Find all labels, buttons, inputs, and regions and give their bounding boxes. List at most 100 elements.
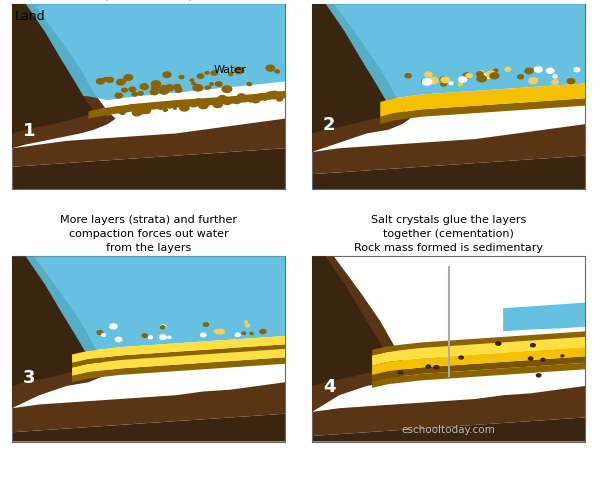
Circle shape (101, 334, 106, 336)
Circle shape (210, 101, 215, 105)
Circle shape (561, 355, 564, 357)
Circle shape (215, 83, 222, 87)
Circle shape (277, 97, 283, 102)
Polygon shape (12, 5, 94, 134)
Circle shape (173, 85, 181, 90)
Circle shape (154, 107, 157, 109)
Circle shape (494, 70, 498, 73)
Text: eschooltoday.com: eschooltoday.com (401, 424, 496, 433)
Circle shape (496, 342, 501, 346)
Circle shape (138, 110, 145, 115)
Circle shape (440, 78, 448, 83)
Circle shape (244, 98, 248, 101)
Circle shape (149, 106, 153, 108)
Text: Land: Land (15, 10, 46, 23)
Circle shape (110, 324, 117, 329)
Circle shape (197, 75, 204, 79)
Circle shape (97, 111, 100, 113)
Text: More layers (strata) and further
compaction forces out water
from the layers: More layers (strata) and further compact… (60, 214, 237, 252)
Circle shape (129, 88, 136, 93)
Circle shape (567, 80, 575, 84)
Text: 3: 3 (23, 368, 35, 386)
Circle shape (214, 330, 221, 334)
Polygon shape (372, 357, 585, 382)
Polygon shape (72, 358, 285, 383)
Circle shape (163, 73, 171, 78)
Circle shape (487, 72, 496, 78)
Polygon shape (312, 156, 585, 190)
Circle shape (205, 87, 209, 90)
Circle shape (525, 69, 533, 74)
Circle shape (422, 80, 432, 86)
Circle shape (235, 334, 240, 337)
Circle shape (505, 68, 511, 72)
Circle shape (160, 89, 169, 95)
Circle shape (529, 357, 533, 360)
Circle shape (552, 81, 558, 85)
Circle shape (142, 334, 148, 338)
Circle shape (476, 72, 483, 77)
Circle shape (574, 69, 580, 72)
Circle shape (529, 79, 538, 84)
Circle shape (484, 74, 491, 79)
Circle shape (266, 93, 274, 98)
Circle shape (463, 74, 470, 79)
Polygon shape (503, 303, 585, 332)
Circle shape (426, 365, 431, 368)
Circle shape (112, 108, 115, 110)
Circle shape (405, 74, 411, 79)
Circle shape (119, 111, 125, 115)
Circle shape (260, 330, 266, 334)
Circle shape (425, 73, 432, 78)
Circle shape (459, 356, 463, 359)
Polygon shape (312, 5, 410, 153)
Circle shape (91, 111, 97, 116)
Circle shape (547, 70, 552, 74)
Circle shape (245, 324, 250, 327)
Circle shape (165, 85, 174, 92)
Polygon shape (12, 383, 285, 432)
Circle shape (160, 335, 166, 340)
Circle shape (466, 74, 472, 79)
Circle shape (207, 87, 211, 89)
Circle shape (264, 99, 267, 101)
Polygon shape (312, 257, 394, 386)
Circle shape (160, 86, 167, 91)
Circle shape (266, 66, 275, 72)
Circle shape (458, 78, 467, 83)
Circle shape (103, 78, 108, 82)
Circle shape (213, 102, 222, 108)
Circle shape (160, 325, 166, 329)
Circle shape (252, 98, 260, 104)
Circle shape (106, 78, 113, 83)
Circle shape (441, 78, 449, 84)
Circle shape (244, 321, 247, 323)
Circle shape (429, 78, 438, 84)
Circle shape (129, 106, 135, 110)
Polygon shape (372, 337, 585, 366)
Circle shape (123, 80, 127, 82)
Text: 1: 1 (23, 121, 35, 140)
Circle shape (535, 68, 542, 73)
Polygon shape (12, 257, 110, 408)
Polygon shape (372, 363, 585, 388)
Polygon shape (12, 5, 116, 149)
Circle shape (238, 95, 245, 100)
Polygon shape (72, 336, 285, 363)
Circle shape (441, 83, 446, 87)
Circle shape (235, 68, 244, 74)
Circle shape (553, 76, 557, 79)
Circle shape (160, 326, 165, 329)
Circle shape (223, 100, 231, 105)
Circle shape (449, 83, 453, 85)
Circle shape (122, 89, 127, 93)
Text: 2: 2 (323, 116, 335, 134)
Circle shape (115, 94, 122, 99)
Polygon shape (312, 257, 410, 412)
Polygon shape (380, 84, 585, 118)
Circle shape (169, 107, 172, 109)
Circle shape (179, 76, 184, 79)
Circle shape (190, 80, 194, 82)
Circle shape (206, 103, 211, 106)
Circle shape (479, 72, 484, 74)
